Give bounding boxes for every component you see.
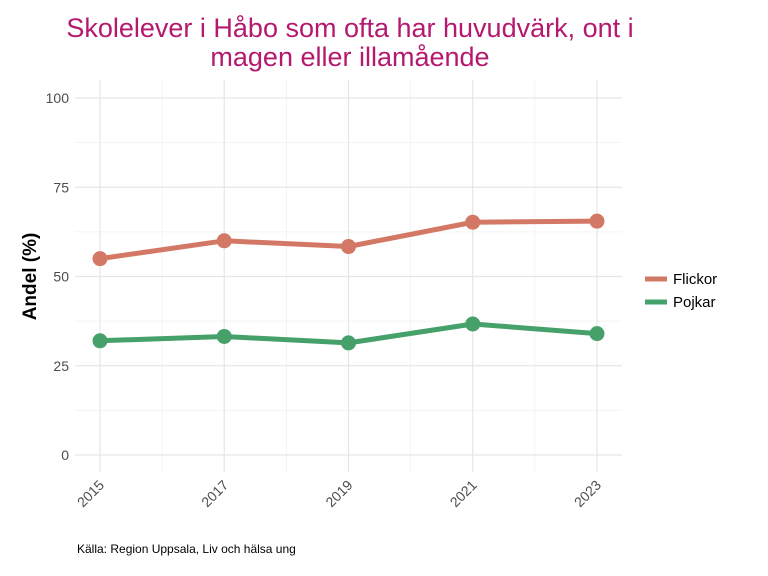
data-point xyxy=(341,239,356,255)
data-point xyxy=(589,326,605,342)
data-point xyxy=(216,328,232,344)
data-point xyxy=(465,316,481,332)
x-tick-label: 2019 xyxy=(322,477,355,510)
chart-title: Skolelever i Håbo som ofta har huvudvärk… xyxy=(66,13,634,72)
x-tick-label: 2021 xyxy=(447,477,480,510)
y-tick-label: 0 xyxy=(61,447,69,463)
y-tick-label: 50 xyxy=(53,269,69,285)
grid xyxy=(75,80,622,472)
data-point xyxy=(92,333,108,349)
data-point xyxy=(589,213,605,229)
x-tick-label: 2015 xyxy=(74,477,107,510)
data-point xyxy=(92,251,108,267)
y-tick-label: 25 xyxy=(53,358,69,374)
legend-label: Pojkar xyxy=(673,294,716,311)
legend: Flickor Pojkar xyxy=(645,271,717,311)
series xyxy=(92,213,605,351)
x-tick-label: 2017 xyxy=(198,477,231,510)
y-axis-label: Andel (%) xyxy=(20,233,41,321)
legend-label: Flickor xyxy=(673,271,717,288)
data-point xyxy=(216,233,232,249)
x-tick-label: 2023 xyxy=(571,477,604,510)
y-tick-label: 100 xyxy=(46,90,70,106)
y-tick-label: 75 xyxy=(53,179,69,195)
data-point xyxy=(465,214,481,230)
source-note: Källa: Region Uppsala, Liv och hälsa ung xyxy=(77,542,296,556)
data-point xyxy=(341,335,356,351)
axes: 0 25 50 75 100 2015 2017 2019 2021 2023 Andel (%) xyxy=(20,90,604,510)
